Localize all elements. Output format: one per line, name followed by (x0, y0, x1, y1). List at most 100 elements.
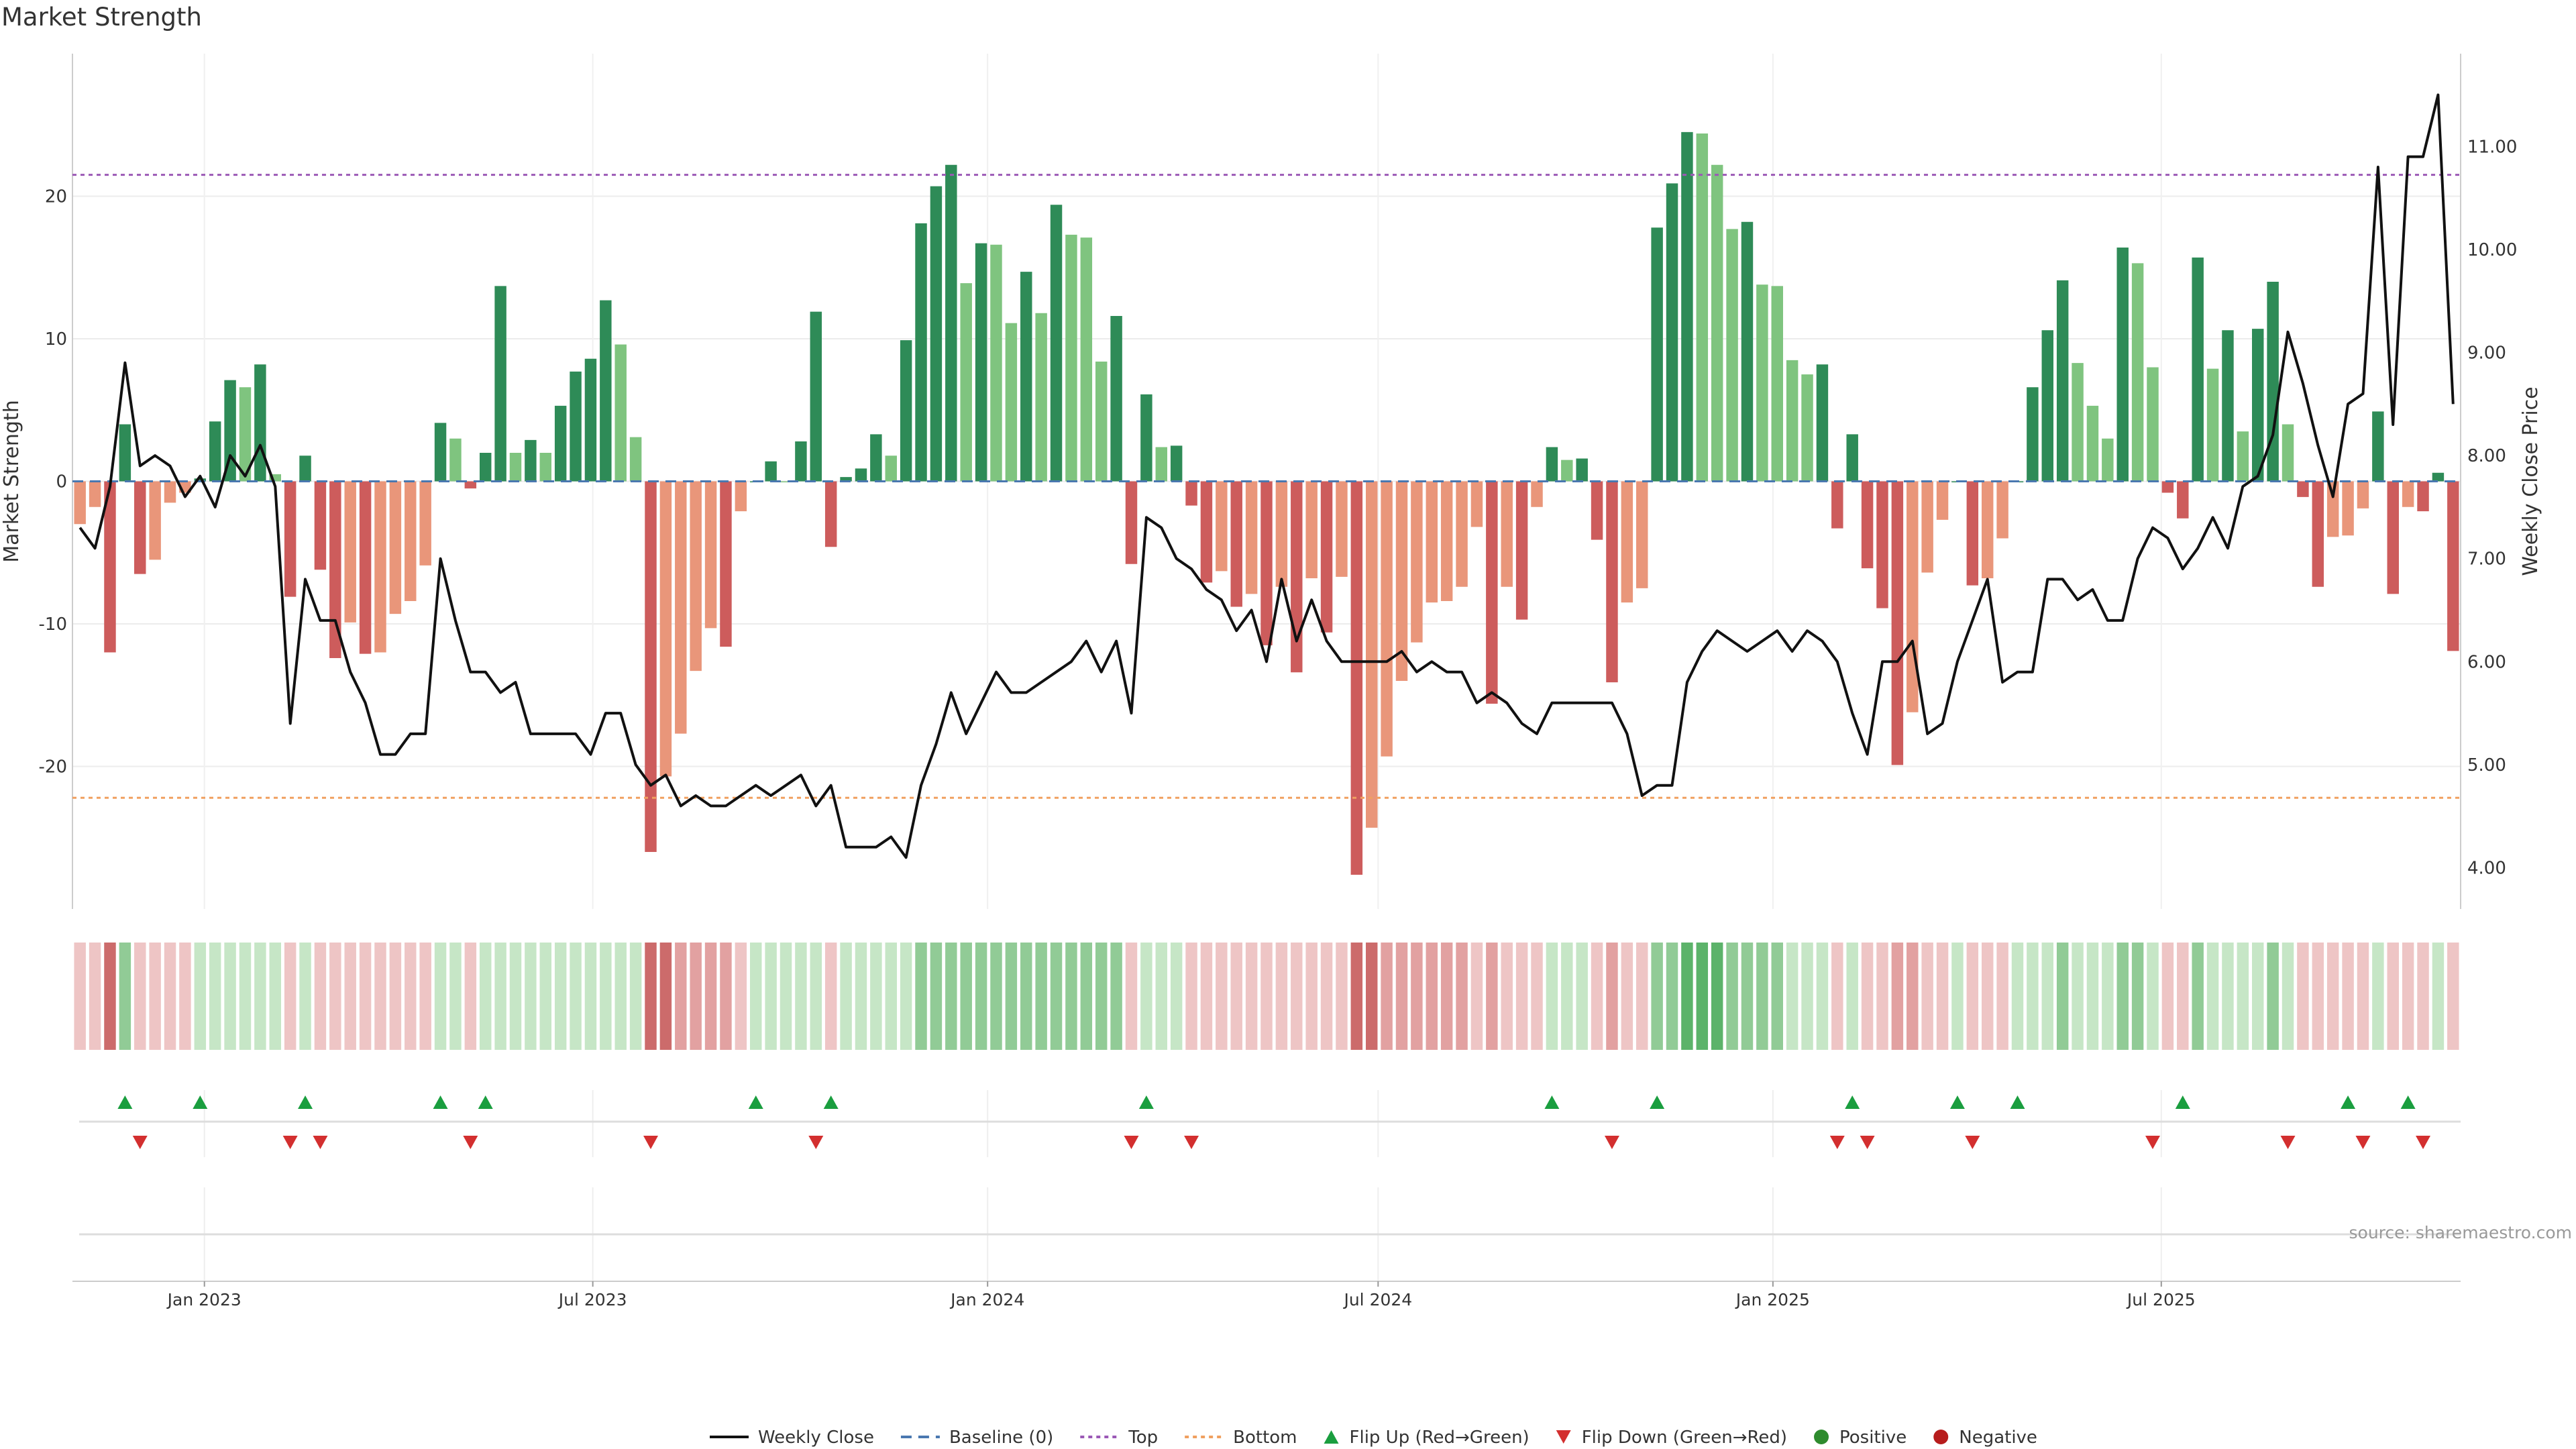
strength-bar (1291, 481, 1303, 673)
heat-cell (1861, 943, 1874, 1050)
strength-bar (855, 468, 867, 482)
strength-bar (975, 243, 987, 482)
heat-cell (119, 943, 131, 1050)
strength-bar (2432, 472, 2445, 482)
strength-bar (329, 481, 341, 658)
flip-up-marker (2010, 1095, 2025, 1109)
y2-tick-label: 4.00 (2467, 859, 2506, 879)
x-tick-label: Jan 2025 (1735, 1290, 1810, 1309)
heat-cell (1381, 943, 1393, 1050)
strength-bar (1726, 229, 1738, 482)
y-tick-label: 10 (45, 329, 67, 350)
weekly-close-line (78, 93, 2455, 859)
strength-bar (1080, 237, 1093, 482)
heat-cell (2206, 943, 2219, 1050)
heat-cell (765, 943, 777, 1050)
heat-cell (810, 943, 822, 1050)
heat-cell (1891, 943, 1904, 1050)
heat-cell (659, 943, 672, 1050)
heat-cell (1216, 943, 1228, 1050)
strength-bar (2372, 411, 2384, 482)
heat-cell (1350, 943, 1363, 1050)
heat-cell (675, 943, 687, 1050)
strength-bar (1336, 481, 1348, 577)
strength-bar (1606, 481, 1618, 683)
heat-cell (299, 943, 311, 1050)
heat-cell (1140, 943, 1152, 1050)
flip-down-marker (463, 1136, 478, 1149)
heat-cell (629, 943, 642, 1050)
strength-bars (74, 131, 2459, 875)
heat-cell (915, 943, 927, 1050)
strength-bar (1907, 481, 1919, 712)
flip-down-marker (1124, 1136, 1139, 1149)
y2-tick-label: 10.00 (2467, 240, 2517, 260)
y2-tick-label: 9.00 (2467, 343, 2506, 363)
legend-swatch-triangle-up (1324, 1430, 1339, 1444)
heat-cell (1470, 943, 1483, 1050)
strength-bar (1846, 434, 1858, 482)
heat-cell (1546, 943, 1558, 1050)
flip-up-marker (1845, 1095, 1860, 1109)
strength-bar (449, 438, 462, 482)
strength-bar (675, 481, 687, 734)
strength-bar (1411, 481, 1423, 643)
heat-cell (269, 943, 281, 1050)
strength-bar (990, 244, 1002, 482)
strength-bar (1531, 481, 1543, 507)
strength-bar (1260, 481, 1273, 645)
strength-bar (584, 358, 597, 482)
heat-cell (990, 943, 1002, 1050)
y2-tick-label: 8.00 (2467, 446, 2506, 466)
heat-cell (1395, 943, 1408, 1050)
strength-bar (74, 481, 86, 525)
strength-bar (824, 481, 837, 547)
strength-bar (344, 481, 356, 623)
heat-cell (2041, 943, 2054, 1050)
flip-down-marker (282, 1136, 298, 1149)
y2-tick-label: 5.00 (2467, 755, 2506, 775)
strength-bar (405, 481, 417, 601)
strength-bar (1005, 323, 1018, 482)
heat-cell (1576, 943, 1588, 1050)
heat-cell (2417, 943, 2429, 1050)
heat-cell (89, 943, 101, 1050)
flip-up-marker (298, 1095, 313, 1109)
strength-bar (1576, 458, 1588, 482)
legend-label: Baseline (0) (949, 1428, 1053, 1448)
flip-down-marker (2355, 1136, 2371, 1149)
strength-bar (2297, 481, 2309, 497)
strength-bar (539, 453, 552, 482)
strength-bar (1666, 183, 1678, 482)
strength-bar (1486, 481, 1498, 704)
strength-bar (1561, 460, 1573, 482)
x-tick-label: Jul 2023 (557, 1290, 627, 1309)
heat-cell (2192, 943, 2204, 1050)
strength-bar (1230, 481, 1242, 607)
heat-cell (74, 943, 86, 1050)
heat-cell (179, 943, 191, 1050)
heat-cell (374, 943, 386, 1050)
heat-cell (824, 943, 837, 1050)
heat-cell (840, 943, 852, 1050)
legend-label: Top (1128, 1428, 1158, 1448)
heat-cell (1741, 943, 1754, 1050)
heat-cell (2011, 943, 2024, 1050)
heat-cell (1456, 943, 1468, 1050)
legend-swatch-circle (1933, 1430, 1949, 1444)
heat-cell (1275, 943, 1288, 1050)
heat-cell (2357, 943, 2369, 1050)
heat-cell (1846, 943, 1858, 1050)
strength-bar (1816, 364, 1829, 482)
strength-bar (1921, 481, 1933, 573)
strength-bar (1636, 481, 1648, 588)
x-tick-label: Jul 2025 (2126, 1290, 2196, 1309)
heat-cell (2116, 943, 2129, 1050)
heat-cell (1200, 943, 1213, 1050)
strength-bar (2357, 481, 2369, 508)
legend-swatch-triangle-down (1556, 1430, 1571, 1444)
heat-cell (1831, 943, 1843, 1050)
heat-cell (1907, 943, 1919, 1050)
strength-bar (374, 481, 386, 653)
heat-strip (74, 943, 2459, 1050)
